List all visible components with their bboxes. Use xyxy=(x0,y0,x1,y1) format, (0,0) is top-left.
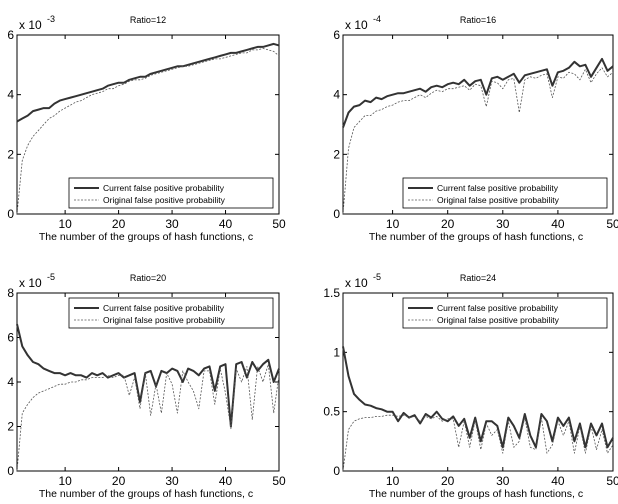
axis-scale-exponent: -3 xyxy=(47,14,55,24)
x-tick-label: 10 xyxy=(58,474,72,488)
x-tick-label: 50 xyxy=(606,474,618,488)
x-tick-label: 30 xyxy=(496,217,510,231)
legend-box xyxy=(402,297,608,329)
series-line-original xyxy=(342,414,614,472)
legend-box xyxy=(402,177,608,209)
legend-entry: Current false positive probability xyxy=(437,303,559,313)
x-tick-label: 50 xyxy=(606,217,618,231)
x-tick-label: 40 xyxy=(219,217,233,231)
y-tick-label: 8 xyxy=(7,286,14,300)
y-tick-label: 6 xyxy=(7,331,14,345)
axis-scale-exponent: -4 xyxy=(373,14,381,24)
x-axis-label: The number of the groups of hash functio… xyxy=(369,488,583,500)
axis-scale-exponent: -5 xyxy=(373,272,381,282)
chart-title: Ratio=20 xyxy=(130,273,166,283)
legend: Current false positive probability Origin… xyxy=(402,177,608,209)
x-axis-label: The number of the groups of hash functio… xyxy=(39,231,253,243)
chart-title: Ratio=16 xyxy=(460,15,496,25)
chart-panel-1: Ratio=12 x 10 -3 10 20 30 40 50 0 2 4 6 The number o… xyxy=(7,14,286,243)
series-line-current xyxy=(16,42,280,123)
x-tick-label: 40 xyxy=(551,217,565,231)
legend-entry: Current false positive probability xyxy=(437,183,559,193)
x-tick-label: 30 xyxy=(165,474,179,488)
y-tick-label: 4 xyxy=(7,375,14,389)
y-tick-label: 6 xyxy=(333,28,340,42)
y-tick-label: 1.5 xyxy=(323,286,340,300)
axis-scale-label: x 10 xyxy=(19,18,42,32)
legend-entry: Original false positive probability xyxy=(437,195,560,205)
chart-title: Ratio=24 xyxy=(460,273,496,283)
x-tick-label: 10 xyxy=(58,217,72,231)
series-line-current xyxy=(16,323,280,428)
y-tick-label: 0 xyxy=(333,464,340,478)
legend: Current false positive probability Origin… xyxy=(68,297,274,329)
x-tick-label: 30 xyxy=(165,217,179,231)
axis-scale-label: x 10 xyxy=(345,276,368,290)
axis-scale-label: x 10 xyxy=(345,18,368,32)
chart-title: Ratio=12 xyxy=(130,15,166,25)
x-tick-label: 20 xyxy=(441,217,455,231)
y-tick-label: 0 xyxy=(333,207,340,221)
y-tick-label: 4 xyxy=(333,88,340,102)
series-line-current xyxy=(342,57,614,128)
x-tick-label: 20 xyxy=(112,217,126,231)
x-tick-label: 50 xyxy=(272,474,286,488)
y-tick-label: 2 xyxy=(7,420,14,434)
x-tick-label: 40 xyxy=(551,474,565,488)
y-tick-label: 4 xyxy=(7,88,14,102)
chart-panel-4: Ratio=24 x 10 -5 10 20 30 40 50 0 0.5 1 1.5 The numb… xyxy=(323,272,618,500)
legend-entry: Current false positive probability xyxy=(103,183,225,193)
y-tick-label: 2 xyxy=(333,147,340,161)
legend: Current false positive probability Origin… xyxy=(68,177,274,209)
series-line-original xyxy=(16,363,280,472)
series-line-current xyxy=(342,346,614,449)
y-tick-label: 1 xyxy=(333,345,340,359)
axis-scale-exponent: -5 xyxy=(47,272,55,282)
x-tick-label: 50 xyxy=(272,217,286,231)
y-tick-label: 0 xyxy=(7,207,14,221)
x-tick-label: 30 xyxy=(496,474,510,488)
x-tick-label: 20 xyxy=(441,474,455,488)
x-axis-label: The number of the groups of hash functio… xyxy=(369,231,583,243)
x-axis-label: The number of the groups of hash functio… xyxy=(39,488,253,500)
y-tick-label: 0.5 xyxy=(323,405,340,419)
x-tick-label: 20 xyxy=(112,474,126,488)
x-tick-label: 10 xyxy=(386,217,400,231)
axis-scale-label: x 10 xyxy=(19,276,42,290)
legend-entry: Original false positive probability xyxy=(437,315,560,325)
x-tick-label: 40 xyxy=(219,474,233,488)
legend: Current false positive probability Origin… xyxy=(402,297,608,329)
chart-panel-3: Ratio=20 x 10 -5 10 20 30 40 50 0 2 4 6 8 The number … xyxy=(7,272,286,500)
y-tick-label: 0 xyxy=(7,464,14,478)
y-tick-label: 2 xyxy=(7,147,14,161)
y-tick-label: 6 xyxy=(7,28,14,42)
legend-entry: Original false positive probability xyxy=(103,195,226,205)
chart-panel-2: Ratio=16 x 10 -4 10 20 30 40 50 0 2 4 6 The number o… xyxy=(333,14,618,243)
legend-entry: Original false positive probability xyxy=(103,315,226,325)
legend-entry: Current false positive probability xyxy=(103,303,225,313)
legend-box xyxy=(68,297,274,329)
legend-box xyxy=(68,177,274,209)
x-tick-label: 10 xyxy=(386,474,400,488)
